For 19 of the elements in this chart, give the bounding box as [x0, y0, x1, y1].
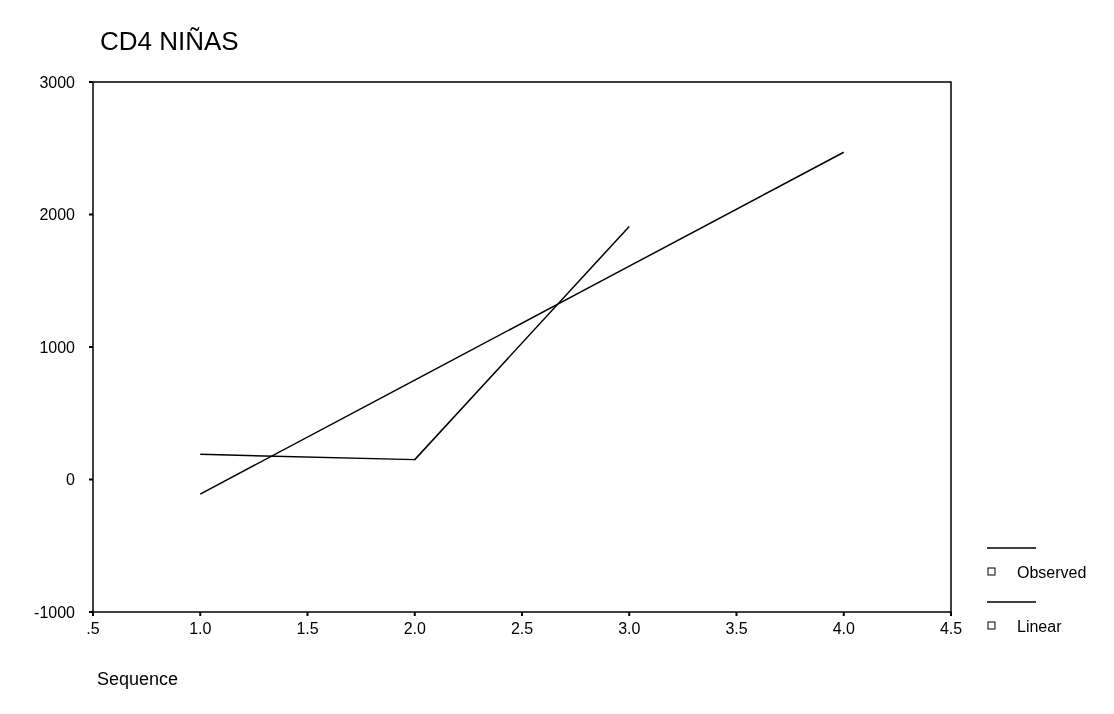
y-tick-label: 2000 [39, 206, 76, 224]
x-tick-label: 3.0 [618, 620, 641, 637]
y-tick-label: 1000 [39, 338, 76, 356]
x-tick-label: 4.5 [939, 620, 963, 637]
y-tick-label: 3000 [39, 73, 76, 91]
chart-title: CD4 NIÑAS [100, 26, 239, 56]
y-tick-label: 0 [66, 471, 76, 489]
x-tick-label: 1.0 [189, 620, 212, 637]
x-tick-label: 3.5 [725, 620, 748, 637]
x-tick-label: 4.0 [832, 620, 855, 637]
x-tick-label: 1.5 [296, 620, 319, 637]
legend-label: Linear [1017, 618, 1063, 635]
y-tick-label: -1000 [34, 603, 76, 621]
line-series [199, 151, 845, 495]
x-tick-label: 2.5 [510, 620, 534, 637]
x-tick-label: .5 [86, 620, 100, 637]
x-tick-label: 2.0 [403, 620, 426, 637]
legend-label: Observed [1017, 564, 1087, 581]
x-axis-title: Sequence [97, 669, 179, 689]
